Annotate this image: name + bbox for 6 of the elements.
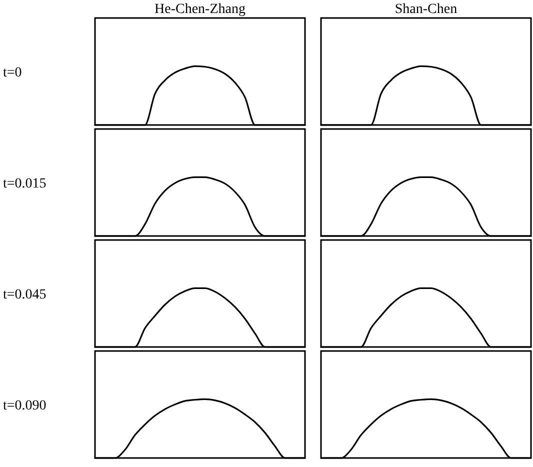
y-axis-title: t=0.090	[3, 398, 46, 414]
y-axis-title: t=0.015	[3, 176, 46, 192]
y-axis-title: t=0.045	[3, 288, 46, 302]
chart-title: Shan-Chen	[394, 2, 458, 17]
chart-title: He-Chen-Zhang	[154, 2, 246, 17]
y-axis-title: t=0	[3, 66, 22, 80]
